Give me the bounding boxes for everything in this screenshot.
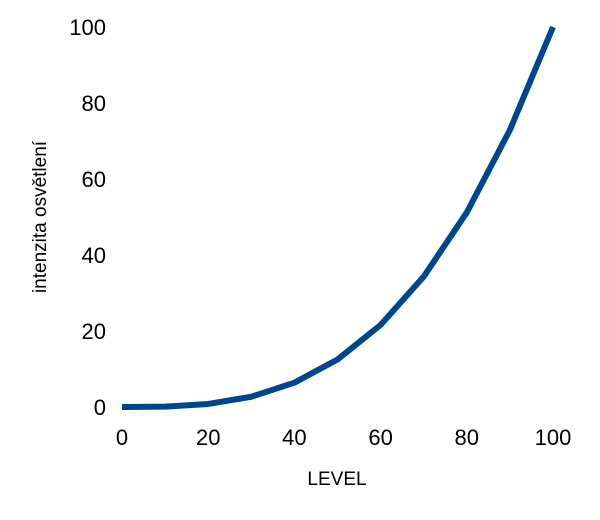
x-tick-label: 60 xyxy=(368,425,392,450)
y-tick-labels: 0 20 40 60 80 100 xyxy=(69,15,106,420)
x-tick-label: 80 xyxy=(455,425,479,450)
y-tick-label: 40 xyxy=(82,243,106,268)
x-tick-label: 20 xyxy=(196,425,220,450)
x-tick-label: 40 xyxy=(282,425,306,450)
series-lines xyxy=(121,25,556,410)
y-tick-label: 20 xyxy=(82,319,106,344)
y-tick-label: 60 xyxy=(82,167,106,192)
x-axis-label: LEVEL xyxy=(307,469,366,490)
y-tick-label: 80 xyxy=(82,91,106,116)
series-line xyxy=(121,25,556,410)
x-tick-label: 100 xyxy=(535,425,572,450)
x-tick-labels: 0 20 40 60 80 100 xyxy=(116,425,571,450)
y-axis-label: intenzita osvětlení xyxy=(30,140,51,293)
y-tick-label: 0 xyxy=(94,395,106,420)
y-tick-label: 100 xyxy=(69,15,106,40)
x-tick-label: 0 xyxy=(116,425,128,450)
